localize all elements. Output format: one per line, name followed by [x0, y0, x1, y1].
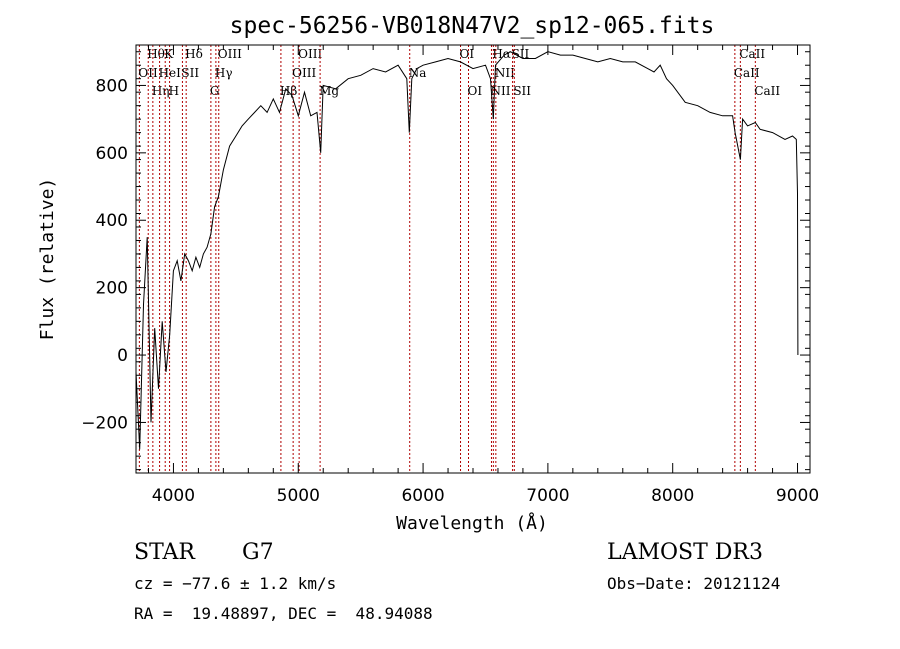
line-label: Hη [152, 84, 170, 98]
x-tick-label: 7000 [526, 486, 569, 506]
x-tick-label: 5000 [277, 486, 320, 506]
coordinates: RA = 19.48897, DEC = 48.94088 [134, 604, 433, 623]
line-label: OIII [218, 47, 242, 61]
y-tick-label: 400 [96, 211, 128, 231]
spectrum-series [135, 51, 799, 450]
line-label: Hγ [215, 66, 233, 80]
x-tick-label: 8000 [651, 486, 694, 506]
line-label: Hα [492, 47, 511, 61]
object-class: STAR [134, 540, 195, 565]
x-tick-label: 4000 [152, 486, 195, 506]
line-label: H [169, 84, 179, 98]
line-label: CaII [754, 84, 780, 98]
line-label: Mg [319, 84, 339, 98]
line-label: OIII [298, 47, 322, 61]
y-tick-label: 0 [117, 346, 128, 366]
line-label: OI [468, 84, 483, 98]
line-label: SII [512, 47, 530, 61]
line-label: G [210, 84, 220, 98]
y-tick-label: 800 [96, 76, 128, 96]
line-label: CaII [734, 66, 760, 80]
redshift-velocity: cz = −77.6 ± 1.2 km/s [134, 574, 337, 593]
x-tick-label: 6000 [401, 486, 444, 506]
axes: 4000 5000 6000 7000 8000 9000 −200 0 200 400 600 80… [81, 45, 819, 506]
line-label: OIII [292, 66, 316, 80]
line-label: SII [181, 66, 199, 80]
line-label: Hβ [280, 84, 297, 98]
x-tick-label: 9000 [776, 486, 819, 506]
y-tick-label: 600 [96, 144, 128, 164]
x-axis-label: Wavelength (Å) [396, 512, 548, 534]
line-label: NII [495, 66, 515, 80]
chart-title: spec-56256-VB018N47V2_sp12-065.fits [230, 13, 715, 39]
observation-date: Obs−Date: 20121124 [607, 574, 781, 593]
series-line [135, 51, 799, 450]
line-label: SII [513, 84, 531, 98]
survey-name: LAMOST DR3 [607, 540, 763, 565]
y-tick-label: −200 [81, 413, 128, 433]
y-axis-label: Flux (relative) [37, 178, 58, 341]
line-label: CaII [739, 47, 765, 61]
object-subclass: G7 [242, 540, 274, 565]
line-label: OI [460, 47, 475, 61]
plot-frame [135, 44, 811, 474]
line-label: Hδ [185, 47, 203, 61]
line-label: Hθ [147, 47, 165, 61]
y-tick-label: 200 [96, 279, 128, 299]
spectral-line-markers: OIIHθHηHeIKHSIIHδGHγOIIIHβOIIIOIIIMgNaOI… [138, 45, 780, 473]
